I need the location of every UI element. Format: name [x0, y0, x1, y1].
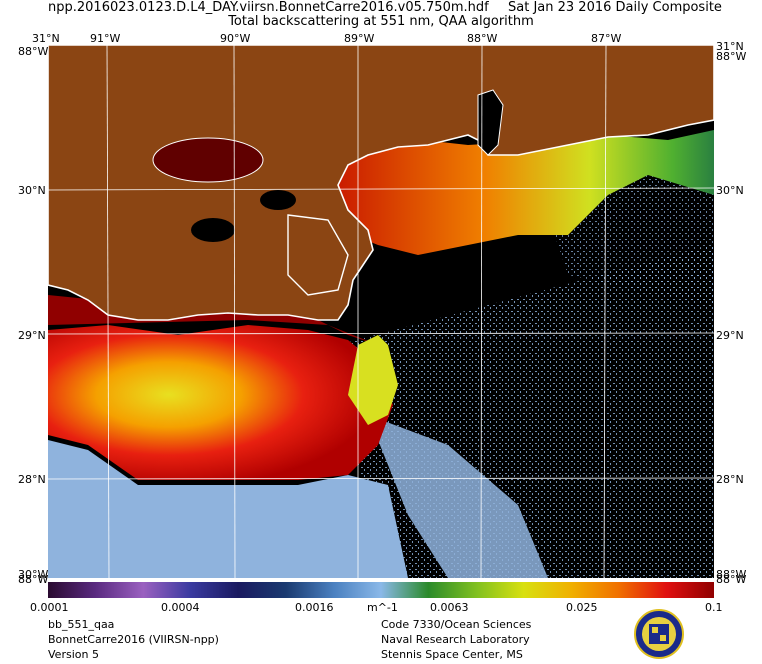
lon-label: 90°W [220, 32, 251, 45]
corner-lon-label: 88°W [716, 50, 747, 63]
turbid-plume-west [48, 325, 393, 480]
org-name: Naval Research Laboratory [381, 633, 530, 646]
file-name-title: npp.2016023.0123.D.L4_DAY.viirsn.BonnetC… [48, 0, 489, 15]
corner-label: 30°W [18, 568, 49, 581]
colorbar-tick-label: 0.025 [566, 601, 598, 614]
lon-label: 87°W [591, 32, 622, 45]
lon-label: 91°W [90, 32, 121, 45]
colorbar-tick-label: 0.0001 [30, 601, 69, 614]
graticule [48, 45, 714, 578]
version-label: Version 5 [48, 648, 99, 661]
delta-land [287, 214, 349, 296]
colorbar-tick-label: 0.0016 [295, 601, 334, 614]
colorbar-tick-label: 0.0004 [161, 601, 200, 614]
corner-lat-label: 31°N [32, 32, 60, 45]
lat-label: 28°N [716, 473, 744, 486]
turbid-coast-east [298, 130, 714, 255]
lon-label: 88°W [467, 32, 498, 45]
corner-label: 88°W [716, 568, 747, 581]
colorbar-tick-label: 0.0063 [430, 601, 469, 614]
lat-label: 29°N [18, 329, 46, 342]
lon-label: 89°W [344, 32, 375, 45]
corner-lat-label: 31°N [716, 40, 744, 53]
dataset-name: BonnetCarre2016 (VIIRSN-npp) [48, 633, 219, 646]
colorbar-tick-label: 0.1 [705, 601, 723, 614]
lake [191, 218, 235, 242]
colorbar [48, 582, 714, 598]
satellite-map [48, 45, 714, 578]
clear-water-band [368, 415, 548, 578]
corner-lon-label: 88°W [18, 45, 49, 58]
lake [152, 137, 264, 183]
nrl-seal-logo [634, 609, 684, 659]
lake [260, 190, 296, 210]
delta-plume [348, 335, 398, 425]
mobile-bay [477, 89, 504, 156]
lat-label: 30°N [716, 184, 744, 197]
org-code: Code 7330/Ocean Sciences [381, 618, 532, 631]
product-code: bb_551_qaa [48, 618, 115, 631]
colorbar-unit-label: m^-1 [367, 601, 398, 614]
lat-label: 29°N [716, 329, 744, 342]
corner-label: 88°W [716, 573, 747, 586]
org-location: Stennis Space Center, MS [381, 648, 523, 661]
clear-water-sw [48, 440, 408, 578]
lat-label: 28°N [18, 473, 46, 486]
date-title: Sat Jan 23 2016 Daily Composite [508, 0, 722, 15]
product-subtitle: Total backscattering at 551 nm, QAA algo… [228, 14, 534, 29]
lat-label: 30°N [18, 184, 46, 197]
corner-label: 88°W [18, 573, 49, 586]
